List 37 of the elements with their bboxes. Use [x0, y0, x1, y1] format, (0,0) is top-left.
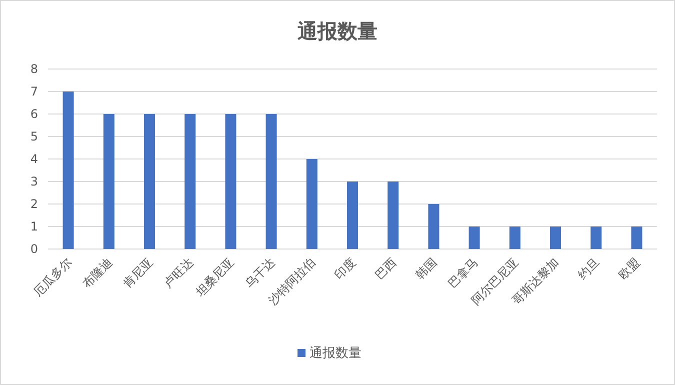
x-tick-label: 卢旺达	[160, 255, 196, 291]
bar	[144, 114, 155, 249]
bar	[509, 226, 520, 249]
y-tick-label: 7	[30, 84, 38, 98]
legend-label: 通报数量	[310, 346, 362, 361]
y-tick-label: 3	[30, 174, 38, 188]
chart-title: 通报数量	[296, 19, 378, 43]
bar	[550, 226, 561, 249]
bar	[103, 114, 114, 249]
bar	[306, 159, 318, 249]
bar	[62, 92, 74, 249]
x-tick-label: 欧盟	[616, 255, 643, 282]
x-tick-label: 韩国	[412, 255, 440, 282]
y-tick-label: 2	[30, 197, 38, 211]
y-tick-label: 5	[30, 130, 38, 144]
bar	[468, 226, 480, 249]
x-tick-label: 巴西	[372, 255, 400, 282]
bar	[184, 114, 196, 249]
x-tick-label: 巴拿马	[445, 255, 480, 291]
y-tick-label: 4	[30, 152, 38, 166]
x-tick-label: 乌干达	[242, 255, 278, 291]
x-tick-label: 厄瓜多尔	[30, 255, 74, 300]
bar	[388, 182, 399, 249]
y-tick-label: 1	[30, 220, 38, 234]
bar	[266, 114, 277, 249]
bar	[225, 114, 236, 249]
y-tick-label: 0	[30, 242, 38, 256]
bar	[631, 226, 642, 249]
x-tick-label: 印度	[332, 255, 359, 282]
x-tick-label: 约旦	[575, 255, 602, 282]
bar	[347, 182, 358, 249]
y-tick-label: 8	[30, 62, 38, 76]
x-tick-label: 布隆迪	[80, 255, 116, 291]
bar	[590, 226, 602, 249]
x-tick-label: 肯尼亚	[120, 255, 156, 291]
y-tick-label: 6	[30, 107, 38, 121]
bar	[428, 204, 440, 249]
